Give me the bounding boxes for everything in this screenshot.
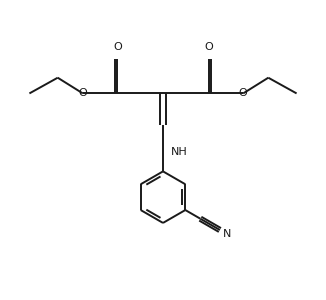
Text: O: O <box>204 42 213 52</box>
Text: O: O <box>79 88 88 98</box>
Text: O: O <box>113 42 122 52</box>
Text: NH: NH <box>171 147 187 157</box>
Text: N: N <box>223 229 231 239</box>
Text: O: O <box>238 88 247 98</box>
